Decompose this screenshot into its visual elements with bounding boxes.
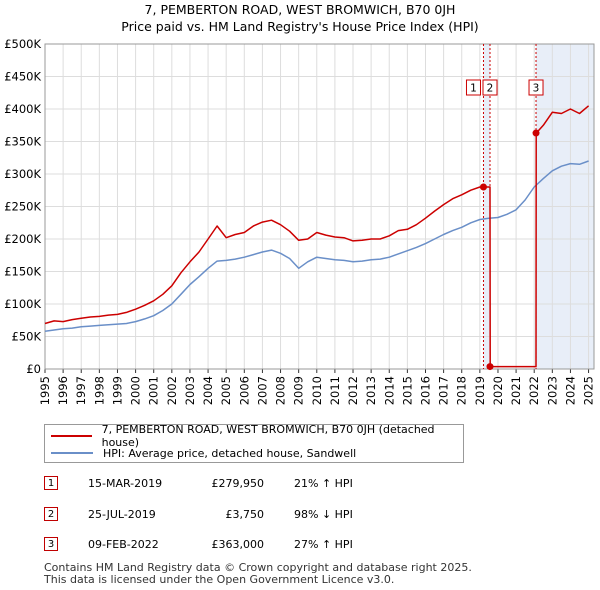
transaction-price: £363,000	[211, 537, 265, 551]
y-tick-label: £250K	[4, 200, 41, 214]
y-tick-label: £0	[26, 362, 41, 376]
x-tick-label: 2017	[437, 376, 451, 405]
price-chart: £0 £50K £100K £150K £200K £250K £300K £350K £400…	[4, 37, 596, 405]
transaction-label-box	[465, 79, 481, 96]
transaction-price: £3,750	[225, 507, 265, 521]
transaction-row: 3 09-FEB-2022 £363,000 27% ↑ HPI	[44, 535, 353, 553]
transaction-hpi: 98% ↓ HPI	[294, 507, 353, 521]
x-tick-label: 1999	[110, 376, 124, 405]
transaction-label: 2	[487, 83, 494, 95]
x-tick-label: 1998	[92, 376, 106, 405]
legend-label-hpi: HPI: Average price, detached house, Sand…	[103, 446, 357, 460]
x-tick-label: 2021	[509, 376, 523, 405]
y-tick-label: £200K	[4, 232, 41, 246]
transaction-row: 1 15-MAR-2019 £279,950 21% ↑ HPI	[44, 474, 353, 492]
x-tick-label: 2000	[129, 376, 143, 405]
hpi-series-line	[44, 160, 589, 333]
x-tick-label: 2018	[455, 376, 469, 405]
y-tick-label: £100K	[4, 297, 41, 311]
x-tick-label: 2013	[364, 376, 378, 405]
y-tick-label: £300K	[4, 167, 41, 181]
transaction-point	[479, 183, 487, 191]
transaction-marker: 3	[44, 537, 58, 551]
x-tick-label: 2001	[147, 376, 161, 405]
x-tick-label: 2024	[563, 376, 577, 405]
x-tick-label: 1996	[56, 376, 70, 405]
y-tick-label: £350K	[4, 135, 41, 149]
footer-licence: This data is licensed under the Open Gov…	[44, 573, 395, 586]
x-tick-label: 2004	[201, 376, 215, 405]
transaction-marker: 2	[44, 507, 58, 521]
x-tick-label: 2008	[274, 376, 288, 405]
y-tick-label: £450K	[4, 70, 41, 84]
legend-swatch-property	[51, 435, 92, 437]
plot-frame	[44, 43, 595, 370]
transaction-label: 3	[533, 83, 540, 95]
transaction-date: 09-FEB-2022	[88, 537, 159, 551]
x-tick-label: 2020	[491, 376, 505, 405]
x-tick-label: 2003	[183, 376, 197, 405]
chart-title: 7, PEMBERTON ROAD, WEST BROMWICH, B70 0J…	[144, 2, 456, 17]
y-tick-label: £500K	[4, 37, 41, 51]
transaction-label-box	[482, 79, 498, 96]
transaction-hpi: 21% ↑ HPI	[294, 476, 353, 490]
x-tick-label: 1995	[38, 376, 52, 405]
transaction-label: 1	[470, 83, 477, 95]
x-tick-label: 2022	[527, 376, 541, 405]
legend-swatch-hpi	[51, 452, 93, 454]
legend-item-hpi: HPI: Average price, detached house, Sand…	[51, 445, 356, 461]
x-tick-label: 2007	[255, 376, 269, 405]
x-tick-label: 2010	[310, 376, 324, 405]
transaction-price: £279,950	[211, 476, 265, 490]
y-tick-label: £400K	[4, 102, 41, 116]
y-tick-label: £50K	[12, 330, 42, 344]
x-tick-label: 2005	[219, 376, 233, 405]
transaction-marker: 1	[44, 476, 58, 490]
x-tick-label: 1997	[74, 376, 88, 405]
chart-legend: 7, PEMBERTON ROAD, WEST BROMWICH, B70 0J…	[44, 423, 464, 463]
property-series-line	[44, 105, 590, 368]
legend-item-property: 7, PEMBERTON ROAD, WEST BROMWICH, B70 0J…	[51, 423, 463, 449]
transaction-hpi: 27% ↑ HPI	[294, 537, 353, 551]
x-tick-label: 2025	[582, 376, 596, 405]
transaction-point	[532, 129, 540, 137]
x-tick-label: 2009	[292, 376, 306, 405]
transaction-label-box	[528, 79, 544, 96]
x-tick-label: 2011	[328, 376, 342, 405]
x-tick-label: 2023	[545, 376, 559, 405]
transaction-date: 25-JUL-2019	[88, 507, 156, 521]
y-tick-label: £150K	[4, 265, 41, 279]
transaction-point	[486, 363, 494, 371]
x-tick-label: 2002	[165, 376, 179, 405]
chart-subtitle: Price paid vs. HM Land Registry's House …	[121, 19, 479, 34]
transaction-row: 2 25-JUL-2019 £3,750 98% ↓ HPI	[44, 505, 353, 523]
x-tick-label: 2006	[237, 376, 251, 405]
x-tick-label: 2012	[346, 376, 360, 405]
legend-label-property: 7, PEMBERTON ROAD, WEST BROMWICH, B70 0J…	[101, 423, 435, 449]
x-tick-label: 2019	[473, 376, 487, 405]
footer-copyright: Contains HM Land Registry data © Crown c…	[44, 561, 472, 574]
x-tick-label: 2014	[382, 376, 396, 405]
transaction-date: 15-MAR-2019	[88, 476, 163, 490]
x-tick-label: 2015	[400, 376, 414, 405]
x-tick-label: 2016	[418, 376, 432, 405]
